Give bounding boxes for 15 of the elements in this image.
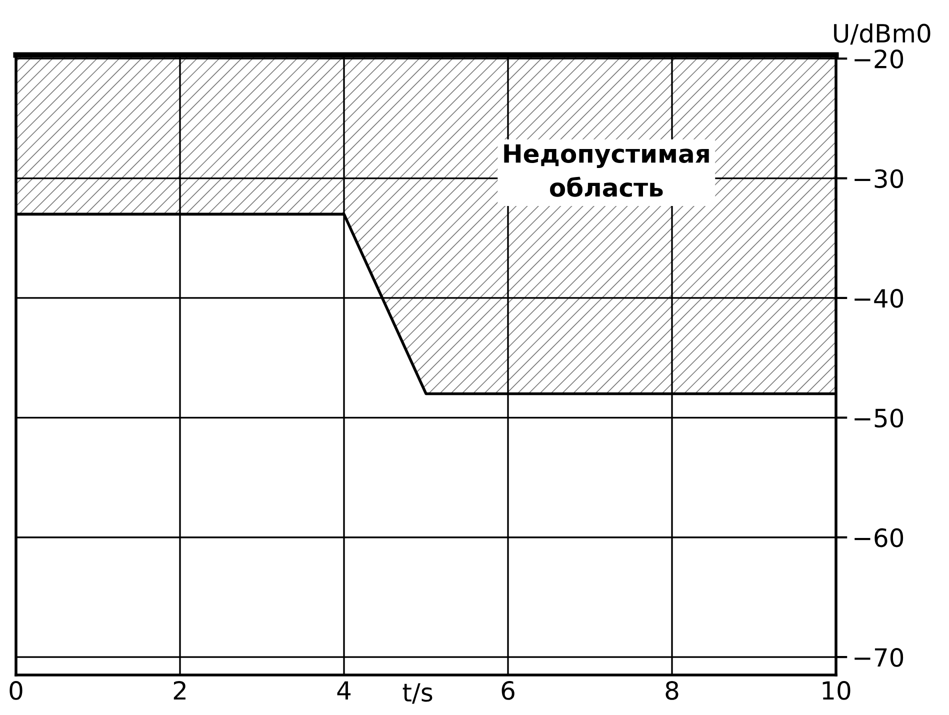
y-tick-label: −20 bbox=[854, 50, 904, 68]
annotation: Недопустимая область bbox=[504, 144, 709, 197]
x-tick-label: 6 bbox=[502, 680, 514, 700]
y-tick-label: −70 bbox=[854, 648, 904, 667]
x-tick-label: 4 bbox=[337, 681, 351, 700]
y-tick-label: −30 bbox=[854, 169, 904, 188]
x-tick-label: 8 bbox=[666, 680, 678, 700]
y-tick-label: −50 bbox=[854, 408, 904, 428]
y-axis-title: U/dBm0 bbox=[834, 23, 930, 45]
y-tick-label: −60 bbox=[854, 528, 904, 548]
x-axis-title: t/s bbox=[402, 683, 432, 704]
x-tick-label: 2 bbox=[174, 680, 186, 700]
x-tick-label: 10 bbox=[822, 680, 850, 700]
y-tick-label: −40 bbox=[854, 288, 904, 308]
x-tick-label: 0 bbox=[10, 680, 22, 700]
